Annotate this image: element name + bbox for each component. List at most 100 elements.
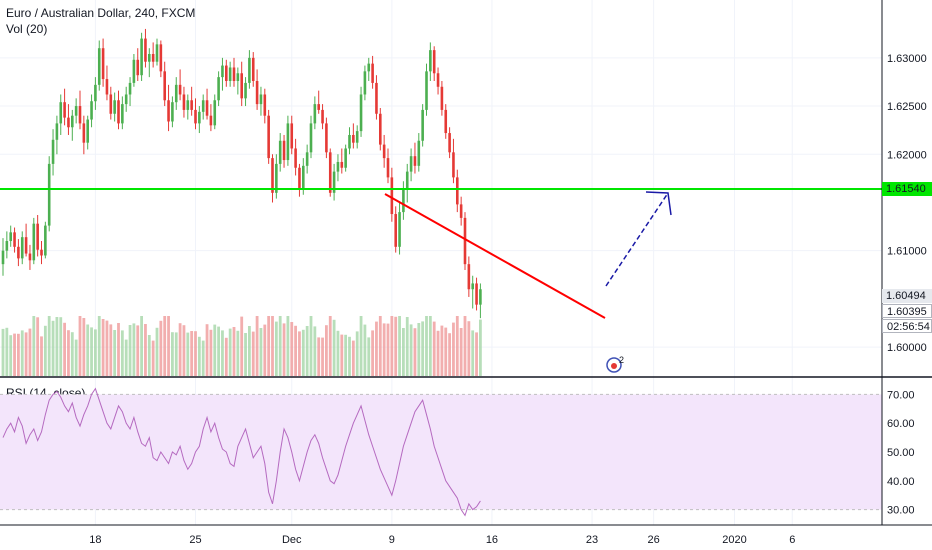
volume-bar [159, 320, 163, 376]
volume-bar [479, 319, 482, 376]
projection-arrow[interactable] [605, 191, 672, 287]
volume-bar [413, 328, 417, 376]
volume-bar [94, 329, 97, 376]
candle-body [467, 264, 471, 290]
volume-bar [405, 317, 409, 376]
candle-body [298, 167, 301, 189]
candle-body [232, 67, 236, 81]
candle-body [278, 140, 282, 164]
candle-body [309, 123, 313, 153]
candle-body [475, 283, 478, 305]
candle-body [328, 152, 332, 193]
candle-body [71, 115, 74, 128]
rsi-tick-label: 30.00 [887, 505, 915, 517]
candle-body [413, 156, 417, 166]
volume-bar [271, 316, 274, 376]
volume-bar [421, 321, 425, 376]
volume-bar [459, 328, 463, 376]
rsi-tick-label: 40.00 [887, 476, 915, 488]
candle-body [1, 250, 5, 265]
candle-body [28, 253, 32, 261]
candle-body [86, 119, 89, 143]
candle-body [348, 134, 351, 149]
volume-bar [171, 332, 174, 376]
candle-body [352, 134, 355, 143]
volume-bar [167, 316, 170, 376]
rsi-tick-label: 70.00 [887, 389, 915, 401]
volume-bar [425, 316, 428, 376]
current-price-tag: 1.60494 [882, 289, 932, 303]
candle-body [221, 65, 224, 78]
candle-body [117, 100, 120, 124]
price-tick-label: 1.63000 [887, 53, 927, 65]
candle-body [194, 109, 197, 124]
candle-body [74, 106, 78, 116]
volume-bar [251, 331, 255, 376]
event-marker[interactable]: 2 [606, 355, 624, 373]
volume-bar [24, 332, 28, 376]
candle-body [479, 289, 482, 305]
volume-bars [1, 316, 482, 376]
candle-body [105, 79, 109, 95]
candlesticks [1, 28, 482, 319]
volume-bar [55, 317, 59, 376]
volume-bar [190, 331, 194, 376]
candle-body [47, 163, 51, 226]
candle-body [36, 223, 39, 250]
candle-body [40, 249, 43, 256]
rsi-tick-label: 50.00 [887, 447, 915, 459]
volume-bar [217, 326, 220, 376]
candle-body [213, 100, 217, 126]
candle-body [24, 237, 28, 254]
candle-body [32, 223, 36, 261]
close-price-tag: 1.60395 [882, 304, 932, 318]
volume-bar [348, 336, 351, 376]
volume-bar [221, 330, 224, 376]
volume-bar [40, 336, 43, 376]
volume-bar [236, 330, 240, 376]
trend-line[interactable] [384, 193, 606, 319]
volume-bar [417, 323, 421, 376]
candle-body [302, 165, 305, 189]
time-tick-label: 23 [586, 534, 598, 546]
volume-bar [278, 316, 282, 376]
candle-body [471, 283, 474, 290]
volume-bar [244, 333, 247, 376]
candle-body [55, 123, 59, 140]
candle-body [459, 204, 463, 218]
candle-body [5, 241, 9, 251]
volume-bar [386, 323, 390, 376]
time-tick-label: Dec [282, 534, 302, 546]
candle-body [201, 100, 205, 112]
volume-bar [301, 329, 305, 376]
volume-bar [205, 324, 209, 376]
volume-bar [248, 326, 251, 376]
volume-bar [140, 316, 143, 376]
volume-bar [113, 330, 117, 376]
volume-bar [448, 333, 451, 376]
price-tick-label: 1.61000 [887, 246, 927, 258]
volume-bar [194, 331, 197, 376]
volume-bar [228, 328, 232, 376]
candle-body [113, 100, 116, 114]
time-tick-label: 9 [389, 534, 395, 546]
candle-body [101, 48, 105, 80]
candle-body [178, 84, 182, 95]
candle-body [321, 109, 324, 124]
candle-body [151, 53, 155, 62]
volume-bar [117, 323, 120, 376]
candle-body [325, 123, 328, 153]
rsi-panel [0, 387, 882, 517]
volume-bar [109, 324, 113, 376]
candle-body [332, 171, 336, 193]
volume-bar [290, 322, 294, 376]
volume-bar [313, 326, 317, 376]
candle-body [429, 50, 432, 72]
volume-bar [344, 334, 348, 376]
volume-bar [67, 330, 70, 376]
volume-bar [174, 332, 178, 376]
candle-body [217, 77, 220, 101]
candle-body [144, 38, 147, 62]
volume-bar [340, 334, 344, 376]
